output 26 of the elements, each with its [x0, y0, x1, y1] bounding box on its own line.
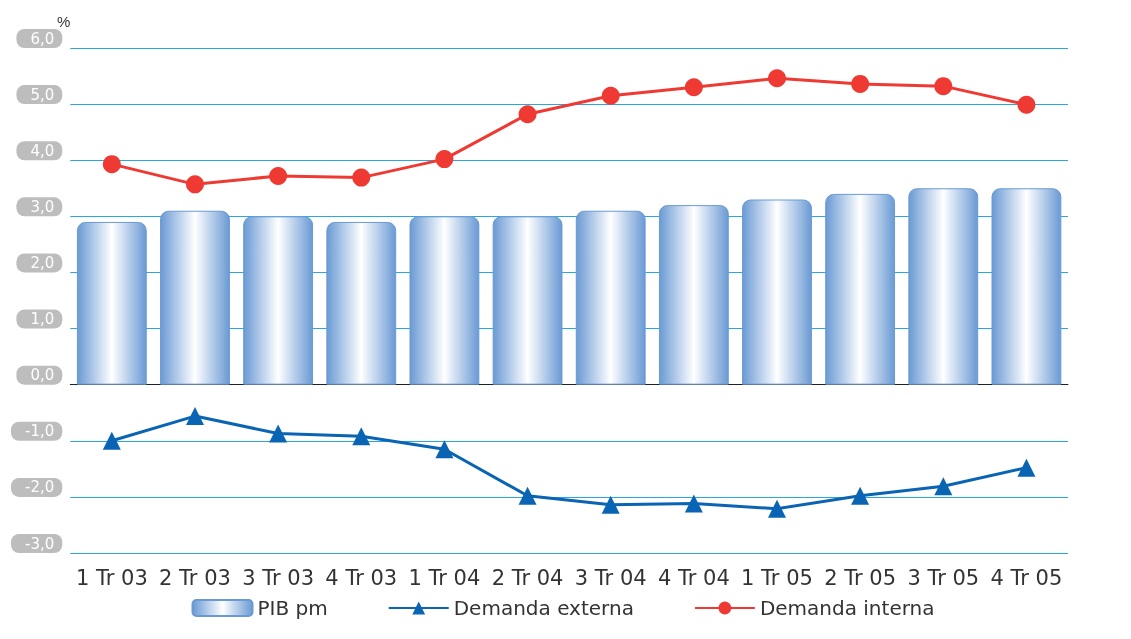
- x-tick-label: 1 Tr 05: [741, 565, 813, 590]
- x-tick-label: 4 Tr 04: [657, 565, 730, 590]
- y-tick-label: -1,0: [24, 422, 55, 441]
- y-tick-label: 4,0: [30, 141, 55, 160]
- x-tick-label: 4 Tr 05: [990, 565, 1063, 590]
- y-tick-label: 3,0: [30, 197, 55, 216]
- legend-label: Demanda externa: [453, 596, 634, 620]
- x-tick-label: 3 Tr 03: [242, 565, 315, 590]
- y-tick-label: -3,0: [24, 534, 55, 553]
- x-tick-label: 2 Tr 05: [824, 565, 897, 590]
- y-tick-label: 6,0: [30, 29, 55, 48]
- x-tick-label: 3 Tr 05: [907, 565, 980, 590]
- x-tick-label: 2 Tr 04: [491, 565, 564, 590]
- x-tick-label: 3 Tr 04: [574, 565, 647, 590]
- y-tick-label: 2,0: [30, 253, 55, 272]
- x-tick-label: 1 Tr 04: [408, 565, 481, 590]
- y-tick-label: 5,0: [30, 85, 55, 104]
- legend-label: Demanda interna: [759, 596, 935, 620]
- x-tick-label: 4 Tr 03: [325, 565, 398, 590]
- x-tick-label: 2 Tr 03: [159, 565, 231, 590]
- y-tick-label: 0,0: [30, 366, 55, 385]
- y-axis-title: %: [56, 13, 71, 31]
- y-tick-label: 1,0: [30, 310, 55, 329]
- legend-label: PIB pm: [257, 596, 328, 620]
- x-tick-label: 1 Tr 03: [75, 565, 148, 590]
- y-tick-label: -2,0: [24, 478, 55, 497]
